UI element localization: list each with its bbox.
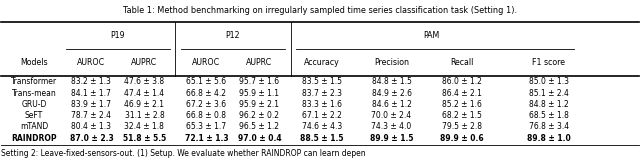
Text: 88.5 ± 1.5: 88.5 ± 1.5 <box>300 134 344 143</box>
Text: 96.2 ± 0.2: 96.2 ± 0.2 <box>239 111 279 120</box>
Text: 32.4 ± 1.8: 32.4 ± 1.8 <box>124 122 164 131</box>
Text: 86.0 ± 1.2: 86.0 ± 1.2 <box>442 77 482 86</box>
Text: 86.4 ± 2.1: 86.4 ± 2.1 <box>442 89 482 98</box>
Text: 97.0 ± 0.4: 97.0 ± 0.4 <box>237 134 281 143</box>
Text: 65.3 ± 1.7: 65.3 ± 1.7 <box>186 122 227 131</box>
Text: AUPRC: AUPRC <box>131 58 157 67</box>
Text: 84.8 ± 1.2: 84.8 ± 1.2 <box>529 100 568 109</box>
Text: AUROC: AUROC <box>77 58 106 67</box>
Text: 85.1 ± 2.4: 85.1 ± 2.4 <box>529 89 568 98</box>
Text: 47.6 ± 3.8: 47.6 ± 3.8 <box>124 77 164 86</box>
Text: 83.2 ± 1.3: 83.2 ± 1.3 <box>72 77 111 86</box>
Text: 95.9 ± 1.1: 95.9 ± 1.1 <box>239 89 279 98</box>
Text: 89.9 ± 1.5: 89.9 ± 1.5 <box>370 134 413 143</box>
Text: 51.8 ± 5.5: 51.8 ± 5.5 <box>123 134 166 143</box>
Text: 66.8 ± 4.2: 66.8 ± 4.2 <box>186 89 227 98</box>
Text: 78.7 ± 2.4: 78.7 ± 2.4 <box>72 111 111 120</box>
Text: 76.8 ± 3.4: 76.8 ± 3.4 <box>529 122 569 131</box>
Text: 95.9 ± 2.1: 95.9 ± 2.1 <box>239 100 279 109</box>
Text: Accuracy: Accuracy <box>304 58 340 67</box>
Text: 68.2 ± 1.5: 68.2 ± 1.5 <box>442 111 482 120</box>
Text: PAM: PAM <box>423 31 439 40</box>
Text: 66.8 ± 0.8: 66.8 ± 0.8 <box>186 111 227 120</box>
Text: 68.5 ± 1.8: 68.5 ± 1.8 <box>529 111 568 120</box>
Text: 83.9 ± 1.7: 83.9 ± 1.7 <box>72 100 111 109</box>
Text: 84.8 ± 1.5: 84.8 ± 1.5 <box>372 77 412 86</box>
Text: Recall: Recall <box>450 58 474 67</box>
Text: AUPRC: AUPRC <box>246 58 273 67</box>
Text: P19: P19 <box>111 31 125 40</box>
Text: 89.9 ± 0.6: 89.9 ± 0.6 <box>440 134 484 143</box>
Text: GRU-D: GRU-D <box>21 100 47 109</box>
Text: RAINDROP: RAINDROP <box>11 134 57 143</box>
Text: 65.1 ± 5.6: 65.1 ± 5.6 <box>186 77 227 86</box>
Text: 47.4 ± 1.4: 47.4 ± 1.4 <box>124 89 164 98</box>
Text: Trans-mean: Trans-mean <box>12 89 56 98</box>
Text: AUROC: AUROC <box>192 58 220 67</box>
Text: 83.3 ± 1.6: 83.3 ± 1.6 <box>302 100 342 109</box>
Text: SeFT: SeFT <box>25 111 43 120</box>
Text: 46.9 ± 2.1: 46.9 ± 2.1 <box>124 100 164 109</box>
Text: 84.9 ± 2.6: 84.9 ± 2.6 <box>372 89 412 98</box>
Text: 87.0 ± 2.3: 87.0 ± 2.3 <box>70 134 113 143</box>
Text: F1 score: F1 score <box>532 58 565 67</box>
Text: Transformer: Transformer <box>11 77 57 86</box>
Text: Models: Models <box>20 58 48 67</box>
Text: 79.5 ± 2.8: 79.5 ± 2.8 <box>442 122 482 131</box>
Text: Setting 2: Leave-fixed-sensors-out. (1) Setup. We evaluate whether RAINDROP can : Setting 2: Leave-fixed-sensors-out. (1) … <box>1 149 366 158</box>
Text: 74.3 ± 4.0: 74.3 ± 4.0 <box>371 122 412 131</box>
Text: 70.0 ± 2.4: 70.0 ± 2.4 <box>371 111 412 120</box>
Text: 85.2 ± 1.6: 85.2 ± 1.6 <box>442 100 482 109</box>
Text: 84.1 ± 1.7: 84.1 ± 1.7 <box>72 89 111 98</box>
Text: 72.1 ± 1.3: 72.1 ± 1.3 <box>184 134 228 143</box>
Text: Table 1: Method benchmarking on irregularly sampled time series classification t: Table 1: Method benchmarking on irregula… <box>123 6 517 15</box>
Text: 85.0 ± 1.3: 85.0 ± 1.3 <box>529 77 568 86</box>
Text: 83.7 ± 2.3: 83.7 ± 2.3 <box>302 89 342 98</box>
Text: 96.5 ± 1.2: 96.5 ± 1.2 <box>239 122 279 131</box>
Text: 67.2 ± 3.6: 67.2 ± 3.6 <box>186 100 227 109</box>
Text: P12: P12 <box>225 31 240 40</box>
Text: mTAND: mTAND <box>20 122 48 131</box>
Text: 84.6 ± 1.2: 84.6 ± 1.2 <box>372 100 412 109</box>
Text: 89.8 ± 1.0: 89.8 ± 1.0 <box>527 134 570 143</box>
Text: 95.7 ± 1.6: 95.7 ± 1.6 <box>239 77 280 86</box>
Text: 74.6 ± 4.3: 74.6 ± 4.3 <box>302 122 342 131</box>
Text: Precision: Precision <box>374 58 409 67</box>
Text: 31.1 ± 2.8: 31.1 ± 2.8 <box>125 111 164 120</box>
Text: 83.5 ± 1.5: 83.5 ± 1.5 <box>302 77 342 86</box>
Text: 80.4 ± 1.3: 80.4 ± 1.3 <box>72 122 111 131</box>
Text: 67.1 ± 2.2: 67.1 ± 2.2 <box>302 111 342 120</box>
